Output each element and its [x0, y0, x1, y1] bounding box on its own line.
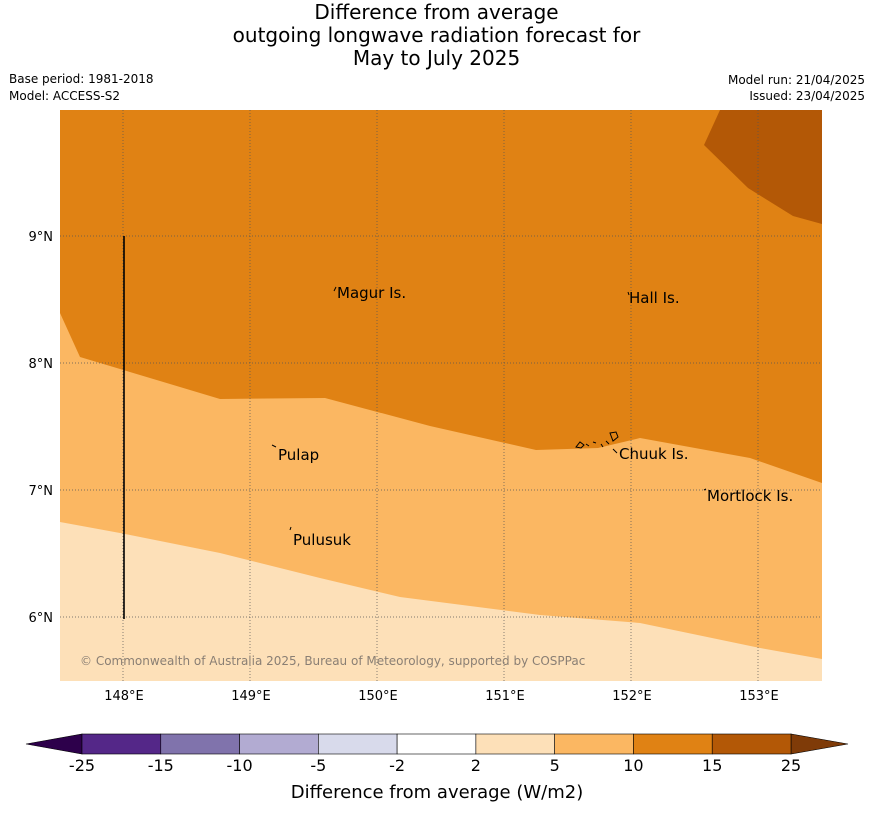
- colorbar-tick-label: -15: [148, 756, 174, 775]
- model-text: Model: ACCESS-S2: [9, 89, 121, 103]
- chuuk-lagoon-outline: [575, 431, 619, 454]
- graticule: [60, 110, 822, 681]
- island-outline: [333, 286, 337, 292]
- latitude-labels: 9°N 8°N 7°N 6°N: [29, 230, 54, 626]
- place-label-hall: Hall Is.: [629, 289, 680, 307]
- colorbar-segment: [318, 733, 398, 755]
- place-labels: Magur Is. Hall Is. Pulap Chuuk Is. Mortl…: [278, 284, 793, 549]
- colorbar-tick-label: 2: [471, 756, 481, 775]
- colorbar-tick-label: -10: [226, 756, 252, 775]
- island-outline: [271, 444, 277, 448]
- colorbar-segment: [475, 733, 555, 755]
- colorbar-high-extend: [790, 733, 849, 755]
- lat-label: 6°N: [29, 611, 54, 626]
- lat-label: 9°N: [29, 230, 54, 245]
- band-10-15: [60, 110, 822, 483]
- lon-label: 152°E: [612, 689, 652, 704]
- colorbar-tick-label: 25: [781, 756, 801, 775]
- colorbar-tick-label: -25: [69, 756, 95, 775]
- title-line-3: May to July 2025: [352, 46, 521, 70]
- place-label-pulap: Pulap: [278, 446, 319, 464]
- colorbar-segment: [160, 733, 240, 755]
- lon-label: 148°E: [104, 689, 144, 704]
- colorbar-segment: [633, 733, 713, 755]
- island-outline: [627, 291, 630, 296]
- colorbar-tick-label: -5: [310, 756, 326, 775]
- place-label-magur: Magur Is.: [337, 284, 406, 302]
- colorbar-tick-label: 15: [702, 756, 722, 775]
- islands: [271, 286, 707, 531]
- colorbar-tick-label: 5: [550, 756, 560, 775]
- place-label-pulusuk: Pulusuk: [293, 531, 351, 549]
- colorbar-low-extend: [25, 733, 83, 755]
- band-15-25: [704, 110, 822, 224]
- colorbar: -25 -15 -10 -5 -2 2 5 10 15 25: [25, 733, 849, 775]
- lon-label: 151°E: [485, 689, 525, 704]
- lon-label: 153°E: [739, 689, 779, 704]
- place-label-chuuk: Chuuk Is.: [619, 445, 688, 463]
- colorbar-segment: [239, 733, 319, 755]
- title-line-2: outgoing longwave radiation forecast for: [232, 23, 641, 47]
- contour-fill: [60, 110, 822, 681]
- lon-label: 150°E: [358, 689, 398, 704]
- title-line-1: Difference from average: [314, 0, 559, 24]
- issued-text: Issued: 23/04/2025: [749, 89, 865, 103]
- island-outline: [289, 526, 292, 531]
- colorbar-tick-label: -2: [389, 756, 405, 775]
- model-run-text: Model run: 21/04/2025: [727, 73, 865, 87]
- lat-label: 7°N: [29, 484, 54, 499]
- colorbar-segment: [711, 733, 792, 755]
- base-period-text: Base period: 1981-2018: [9, 72, 154, 86]
- lat-label: 8°N: [29, 357, 54, 372]
- colorbar-segment: [396, 733, 477, 755]
- colorbar-tick-label: 10: [623, 756, 643, 775]
- colorbar-segment: [554, 733, 634, 755]
- island-outline: [703, 488, 707, 491]
- longitude-labels: 148°E 149°E 150°E 151°E 152°E 153°E: [104, 689, 779, 704]
- place-label-mortlock: Mortlock Is.: [707, 487, 793, 505]
- lon-label: 149°E: [231, 689, 271, 704]
- colorbar-title: Difference from average (W/m2): [291, 782, 583, 803]
- colorbar-segment: [81, 733, 162, 755]
- attribution-text: © Commonwealth of Australia 2025, Bureau…: [80, 654, 585, 668]
